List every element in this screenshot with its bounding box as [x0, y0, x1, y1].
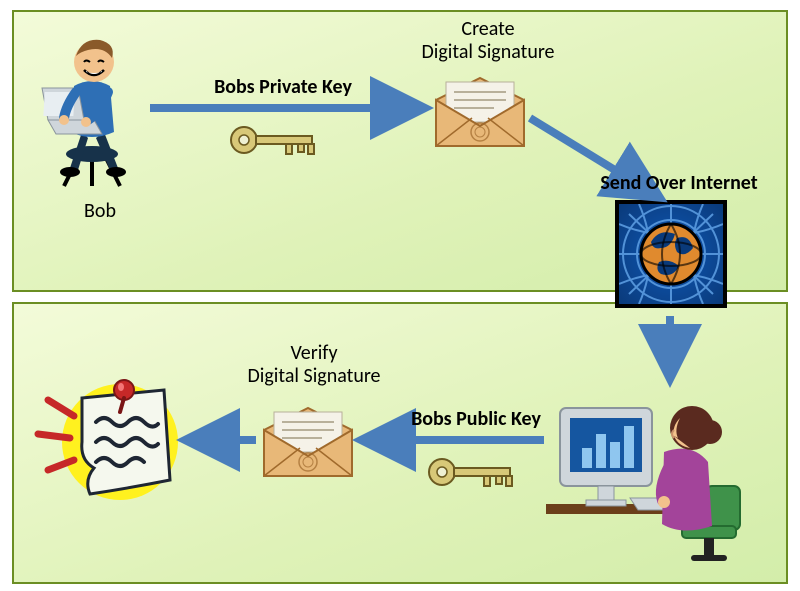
public-key-label: Bobs Public Key — [386, 408, 566, 431]
envelope-create-icon — [430, 72, 530, 152]
private-key-icon — [226, 122, 326, 158]
globe-icon — [615, 200, 727, 308]
recipient-icon — [546, 376, 746, 566]
create-sig-label: Create Digital Signature — [398, 18, 578, 64]
private-key-label: Bobs Private Key — [188, 76, 378, 99]
bob-label: Bob — [64, 200, 136, 223]
verify-sig-label: Verify Digital Signature — [224, 342, 404, 388]
public-key-icon — [424, 454, 524, 490]
note-icon — [30, 360, 190, 520]
envelope-verify-icon — [258, 402, 358, 482]
send-internet-label: Send Over Internet — [574, 172, 784, 195]
bob-icon — [30, 28, 150, 188]
